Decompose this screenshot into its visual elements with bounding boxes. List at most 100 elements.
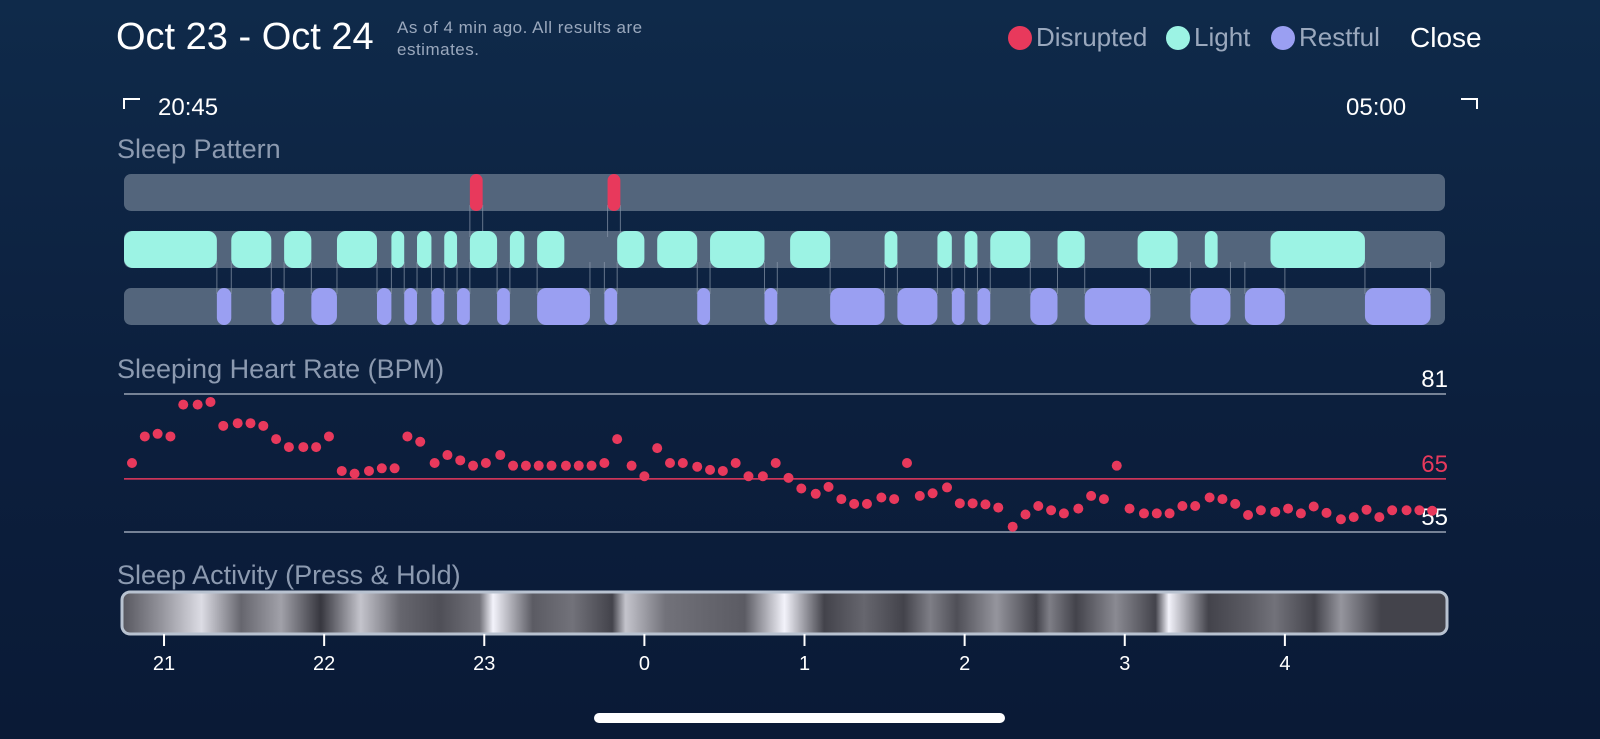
heart-rate-point (1308, 501, 1319, 512)
restful-segment (977, 288, 991, 325)
light-segment (444, 231, 458, 268)
heart-rate-point (836, 494, 847, 505)
light-segment (537, 231, 565, 268)
heart-rate-point (546, 460, 557, 471)
heart-rate-point (810, 488, 821, 499)
heart-rate-point (705, 464, 716, 475)
heart-rate-point (1243, 510, 1254, 521)
heart-rate-point (796, 483, 807, 494)
heart-rate-point (599, 458, 610, 468)
heart-rate-point (1007, 521, 1018, 532)
restful-dot-icon (1271, 25, 1295, 50)
sleep-pattern-title: Sleep Pattern (117, 134, 281, 164)
heart-rate-point (1164, 508, 1175, 519)
heart-rate-point (271, 434, 282, 445)
heart-rate-point (757, 471, 768, 482)
heart-rate-point (192, 399, 203, 410)
heart-rate-point (468, 460, 479, 471)
heart-rate-point (783, 472, 794, 483)
range-start-time: 20:45 (158, 94, 219, 121)
disrupted-segment (469, 174, 483, 211)
light-segment (884, 231, 898, 268)
heart-rate-point (876, 492, 887, 503)
legend-disrupted: Disrupted (1008, 22, 1147, 53)
restful-segment (1030, 288, 1058, 325)
x-tick-label: 22 (313, 653, 335, 675)
heart-rate-point (677, 458, 688, 468)
home-indicator[interactable] (594, 713, 1005, 723)
heart-rate-point (165, 431, 176, 442)
heart-rate-point (639, 471, 650, 482)
light-segment (657, 231, 698, 268)
restful-segment (1190, 288, 1231, 325)
heart-rate-point (1190, 500, 1201, 511)
heart-rate-point (573, 460, 584, 471)
heart-rate-point (205, 396, 216, 407)
sleep-activity-strip[interactable] (120, 590, 1449, 636)
x-tick-label: 0 (639, 653, 650, 675)
heart-rate-point (889, 494, 900, 505)
light-segment (509, 231, 525, 268)
restful-segment (376, 288, 392, 325)
heart-rate-point (178, 399, 189, 410)
heart-rate-point (1098, 494, 1109, 505)
restful-segment (830, 288, 885, 325)
heart-rate-point (363, 465, 374, 476)
legend-label: Restful (1299, 22, 1380, 52)
legend-restful: Restful (1271, 22, 1380, 53)
heart-rate-point (520, 460, 531, 471)
heart-rate-point (1138, 508, 1149, 519)
close-button[interactable]: Close (1410, 22, 1482, 53)
restful-segment (404, 288, 418, 325)
disrupted-track (124, 174, 1445, 211)
restful-segment (537, 288, 590, 325)
heart-rate-point (1124, 503, 1135, 514)
light-segment (1204, 231, 1218, 268)
heart-rate-point (218, 420, 229, 431)
heart-rate-point (1255, 505, 1266, 516)
heart-rate-point (980, 499, 991, 510)
heart-rate-point (849, 498, 860, 509)
heart-rate-point (717, 465, 728, 476)
heart-rate-point (652, 443, 663, 454)
heart-rate-point (665, 458, 676, 468)
light-segment (964, 231, 978, 268)
heart-rate-point (743, 471, 754, 482)
heart-rate-point (954, 498, 965, 509)
heart-rate-point (1058, 508, 1069, 519)
heart-rate-point (1033, 500, 1044, 511)
x-tick-label: 23 (473, 653, 495, 675)
light-segment (336, 231, 377, 268)
heart-rate-point (298, 442, 309, 453)
heart-rate-point (1073, 503, 1084, 514)
light-segment (617, 231, 645, 268)
light-segment (1057, 231, 1085, 268)
heart-rate-point (1348, 512, 1359, 523)
heart-rate-point (429, 458, 440, 468)
heart-rate-point (152, 428, 163, 439)
heart-rate-point (823, 481, 834, 492)
restful-segment (311, 288, 337, 325)
heart-rate-point (323, 431, 334, 442)
heart-rate-point (480, 458, 491, 468)
light-segment (990, 231, 1031, 268)
heart-rate-point (730, 458, 741, 468)
heart-rate-point (258, 420, 269, 431)
heart-rate-point (1020, 509, 1031, 520)
sleep-activity-title: Sleep Activity (Press & Hold) (117, 560, 461, 590)
restful-segment (1084, 288, 1151, 325)
heart-rate-point (1111, 460, 1122, 471)
light-dot-icon (1166, 25, 1190, 50)
light-segment (937, 231, 952, 268)
heart-rate-point (1414, 505, 1425, 516)
heart-rate-point (415, 436, 426, 447)
heart-rate-point (495, 450, 506, 461)
heart-rate-points (127, 396, 1438, 532)
heart-rate-point (245, 418, 256, 429)
restful-segment (497, 288, 510, 325)
restful-segment (697, 288, 711, 325)
sleep-activity-bar[interactable] (120, 590, 1449, 636)
restful-segment (216, 288, 232, 325)
